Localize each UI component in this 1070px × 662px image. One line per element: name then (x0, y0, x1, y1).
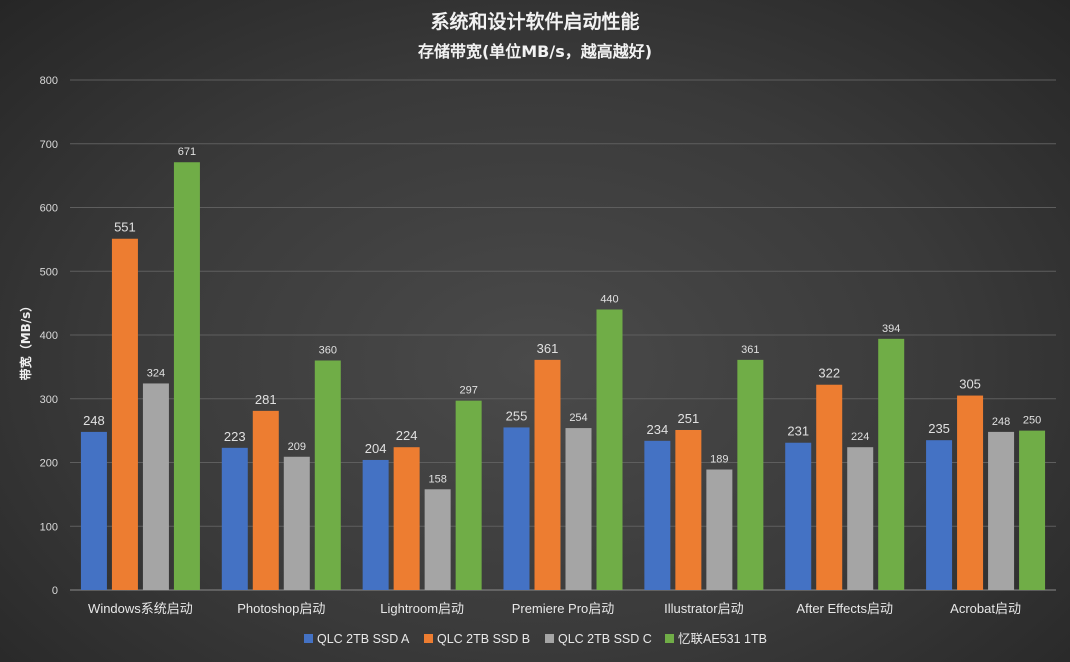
data-label: 189 (710, 454, 728, 466)
data-label: 360 (319, 345, 337, 357)
data-label: 361 (741, 344, 759, 356)
bar (455, 400, 482, 590)
chart-title: 系统和设计软件启动性能 (430, 10, 639, 33)
bar (1019, 430, 1046, 590)
data-label: 322 (818, 366, 840, 381)
bar (737, 359, 764, 590)
data-label: 281 (255, 392, 277, 407)
bar (675, 429, 702, 590)
data-label: 305 (959, 377, 981, 392)
data-label: 248 (83, 413, 105, 428)
data-label: 248 (992, 416, 1010, 428)
bar (926, 440, 953, 590)
legend-label: QLC 2TB SSD B (437, 632, 530, 646)
y-tick-label: 600 (40, 203, 58, 215)
x-tick-label: Photoshop启动 (237, 601, 325, 616)
data-label: 361 (537, 341, 559, 356)
bar (173, 162, 200, 591)
bar (283, 456, 310, 590)
data-label: 440 (600, 294, 618, 306)
bar (534, 359, 561, 590)
bar (644, 440, 671, 590)
y-axis-label: 带宽（MB/s） (18, 300, 33, 381)
data-label: 297 (459, 385, 477, 397)
data-label: 231 (787, 424, 809, 439)
bar (221, 447, 248, 590)
bar (503, 427, 530, 590)
bar (111, 238, 138, 591)
data-label: 254 (569, 412, 587, 424)
x-tick-label: After Effects启动 (796, 601, 893, 616)
y-tick-label: 0 (52, 585, 58, 597)
data-label: 324 (147, 367, 165, 379)
legend-swatch (304, 634, 313, 643)
bar (816, 384, 843, 590)
data-label: 224 (396, 428, 418, 443)
bar (706, 469, 733, 590)
bar (80, 431, 107, 590)
bar (314, 360, 341, 590)
y-tick-label: 800 (40, 75, 58, 87)
bar (142, 383, 169, 590)
chart-subtitle: 存储带宽(单位MB/s，越高越好) (418, 42, 652, 61)
data-label: 235 (928, 421, 950, 436)
legend-label: 忆联AE531 1TB (678, 631, 767, 646)
y-tick-label: 400 (40, 330, 58, 342)
data-label: 158 (428, 473, 446, 485)
legend-swatch (424, 634, 433, 643)
data-label: 251 (678, 411, 700, 426)
y-tick-label: 700 (40, 139, 58, 151)
data-label: 234 (647, 422, 669, 437)
data-label: 551 (114, 220, 136, 235)
bar (785, 442, 812, 590)
bar (393, 447, 420, 590)
bar (596, 309, 623, 590)
legend-label: QLC 2TB SSD C (558, 632, 652, 646)
data-label: 209 (288, 441, 306, 453)
y-tick-label: 200 (40, 458, 58, 470)
legend-swatch (545, 634, 554, 643)
x-tick-label: Acrobat启动 (950, 601, 1021, 616)
bar (957, 395, 984, 590)
y-tick-label: 300 (40, 394, 58, 406)
bar (424, 489, 451, 590)
x-tick-label: Premiere Pro启动 (512, 601, 615, 616)
bar (252, 410, 279, 590)
x-tick-label: Lightroom启动 (380, 601, 464, 616)
x-tick-label: Windows系统启动 (88, 601, 193, 616)
data-label: 394 (882, 323, 900, 335)
legend-label: QLC 2TB SSD A (317, 632, 410, 646)
data-label: 224 (851, 431, 869, 443)
data-label: 255 (506, 408, 528, 423)
bar (988, 431, 1015, 590)
data-label: 223 (224, 429, 246, 444)
y-tick-label: 500 (40, 266, 58, 278)
bar (362, 459, 389, 590)
x-tick-label: Illustrator启动 (664, 601, 743, 616)
data-label: 204 (365, 441, 387, 456)
y-tick-label: 100 (40, 521, 58, 533)
legend-swatch (665, 634, 674, 643)
data-label: 250 (1023, 415, 1041, 427)
data-label: 671 (178, 146, 196, 158)
bar (565, 428, 592, 590)
bar (878, 338, 905, 590)
bar (847, 447, 874, 590)
